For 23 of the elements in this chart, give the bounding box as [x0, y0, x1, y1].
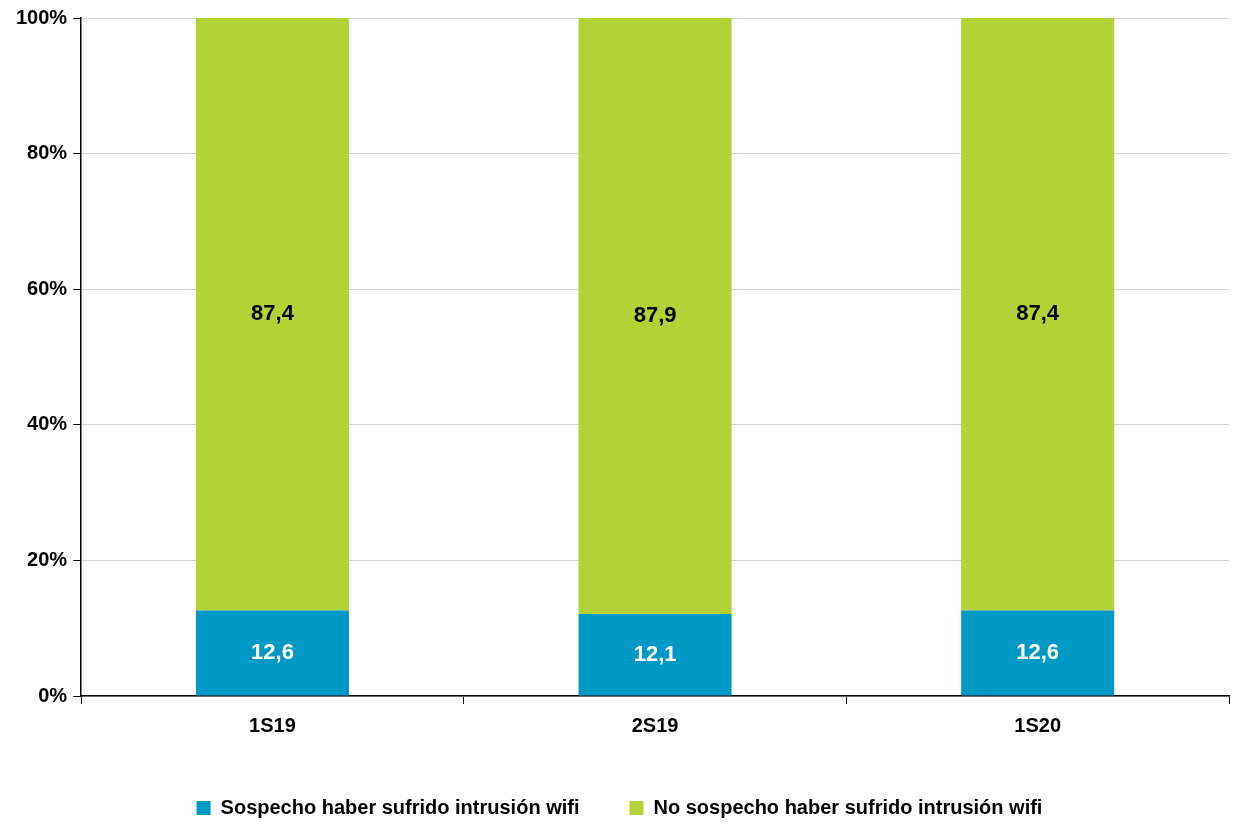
y-tick-label: 20%	[27, 547, 68, 570]
bar	[578, 613, 732, 696]
y-tick-label: 60%	[27, 276, 68, 299]
bar	[961, 18, 1115, 611]
data-label: 87,4	[251, 300, 295, 326]
x-tick-label: 2S19	[631, 713, 679, 736]
legend-label: Sospecho haber sufrido intrusión wifi	[220, 795, 580, 818]
legend-label: No sospecho haber sufrido intrusión wifi	[653, 795, 1043, 818]
y-tick-label: 80%	[27, 141, 68, 164]
y-tick-label: 0%	[38, 683, 68, 706]
data-label: 12,6	[251, 639, 294, 665]
data-label: 12,1	[633, 640, 677, 666]
bar	[578, 18, 732, 614]
bar	[195, 18, 349, 611]
data-label: 12,6	[1016, 639, 1060, 665]
y-tick-label: 100%	[16, 5, 68, 28]
bar	[961, 610, 1115, 696]
bar	[195, 610, 349, 696]
x-tick-label: 1S19	[249, 713, 296, 736]
y-tick-label: 40%	[27, 412, 68, 435]
data-label: 87,4	[1016, 300, 1060, 326]
x-tick-label: 1S20	[1014, 713, 1062, 736]
data-label: 87,9	[633, 302, 677, 328]
